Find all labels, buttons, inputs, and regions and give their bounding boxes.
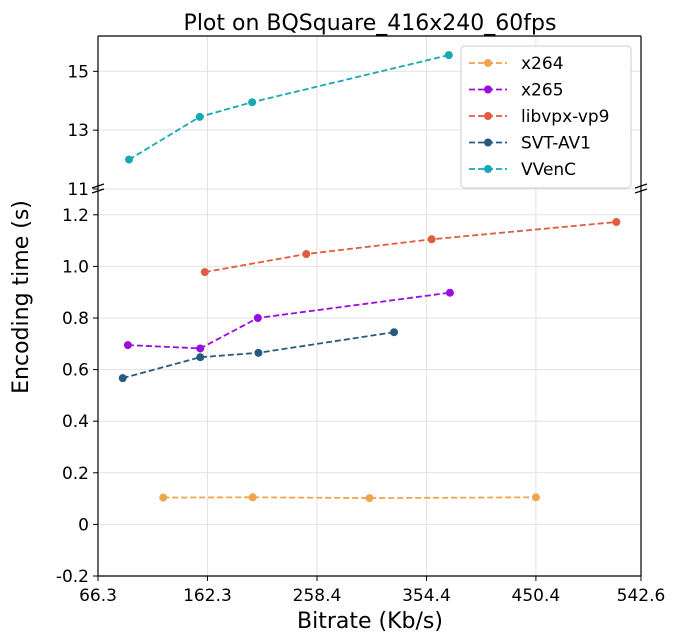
y-tick-label-lower: 0.6 bbox=[62, 361, 89, 381]
axis-break-mark-left-b bbox=[91, 188, 105, 194]
axis-break-mark-left-a bbox=[91, 183, 105, 189]
legend-label-x265: x265 bbox=[521, 81, 564, 101]
data-point-x265 bbox=[445, 288, 454, 297]
y-tick-label-upper: 15 bbox=[67, 62, 89, 82]
y-tick-label-lower: 0.8 bbox=[62, 309, 89, 329]
legend-marker-x265 bbox=[484, 85, 492, 94]
x-tick-label: 66.3 bbox=[79, 586, 117, 606]
x-axis-label: Bitrate (Kb/s) bbox=[297, 609, 443, 634]
legend-label-vvenc: VVenC bbox=[521, 160, 576, 180]
chart-title: Plot on BQSquare_416x240_60fps bbox=[184, 11, 557, 36]
data-point-x264 bbox=[365, 494, 374, 503]
data-point-x264 bbox=[159, 493, 168, 502]
axis-break-mark-right-a bbox=[634, 183, 648, 189]
x-tick-label: 258.4 bbox=[293, 586, 342, 606]
axis-break-mark-right-b bbox=[634, 188, 648, 194]
legend-marker-vvenc bbox=[484, 165, 492, 173]
legend: x264 x265 libvpx-vp9 SVT-AV1 VVenC bbox=[460, 45, 632, 189]
y-tick-label-upper: 11 bbox=[67, 180, 89, 200]
data-point-svt-av1 bbox=[118, 374, 127, 383]
series-line-libvpx-vp9 bbox=[204, 221, 617, 273]
y-tick-label-lower: 1.2 bbox=[62, 206, 89, 226]
data-point-svt-av1 bbox=[196, 353, 205, 362]
y-tick-label-upper: 13 bbox=[67, 121, 89, 141]
legend-marker-svt-av1 bbox=[484, 138, 492, 147]
data-point-svt-av1 bbox=[390, 328, 399, 337]
series-layer bbox=[118, 51, 621, 503]
legend-marker-libvpx-vp9 bbox=[484, 112, 492, 120]
legend-marker-x264 bbox=[484, 59, 492, 67]
series-line-svt-av1 bbox=[122, 331, 395, 379]
data-point-libvpx-vp9 bbox=[612, 218, 621, 227]
x-tick-label: 162.3 bbox=[183, 586, 232, 606]
data-point-x265 bbox=[253, 314, 262, 322]
data-point-x265 bbox=[123, 341, 132, 350]
data-point-vvenc bbox=[444, 51, 453, 60]
data-point-libvpx-vp9 bbox=[427, 235, 436, 244]
axes-frame bbox=[91, 35, 648, 577]
data-point-vvenc bbox=[248, 98, 257, 107]
data-point-svt-av1 bbox=[254, 348, 263, 357]
legend-label-x264: x264 bbox=[521, 54, 564, 74]
data-point-x264 bbox=[531, 493, 540, 502]
data-point-x265 bbox=[196, 344, 205, 353]
legend-label-libvpx-vp9: libvpx-vp9 bbox=[521, 107, 610, 127]
y-tick-label-lower: 0 bbox=[78, 515, 89, 535]
data-point-vvenc bbox=[195, 112, 204, 121]
data-point-libvpx-vp9 bbox=[200, 268, 209, 277]
legend-box bbox=[460, 45, 632, 189]
data-point-libvpx-vp9 bbox=[302, 250, 311, 259]
y-axis-label: Encoding time (s) bbox=[9, 200, 34, 394]
data-point-vvenc bbox=[125, 155, 134, 164]
series-line-x265 bbox=[127, 291, 451, 350]
x-tick-label: 450.4 bbox=[512, 586, 561, 606]
y-tick-label-lower: 1.0 bbox=[62, 257, 89, 277]
tick-labels: 66.3 162.3 258.4 354.4 450.4 542.6 11 13 15 -0.2 0… bbox=[56, 62, 666, 606]
series-line-x264 bbox=[163, 496, 536, 500]
y-tick-label-lower: -0.2 bbox=[56, 567, 89, 587]
x-tick-label: 354.4 bbox=[402, 586, 451, 606]
x-tick-label: 542.6 bbox=[617, 586, 666, 606]
y-tick-label-lower: 0.4 bbox=[62, 412, 89, 432]
data-point-x264 bbox=[248, 493, 257, 502]
legend-label-svt-av1: SVT-AV1 bbox=[521, 134, 591, 154]
series-line-vvenc bbox=[128, 54, 450, 161]
y-tick-label-lower: 0.2 bbox=[62, 464, 89, 484]
